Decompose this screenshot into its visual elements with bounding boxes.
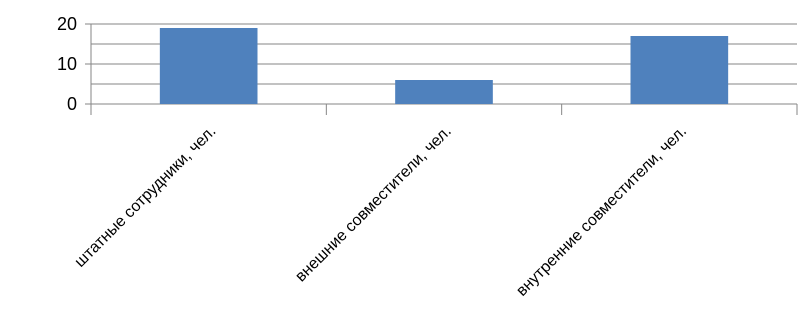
y-tick-label: 0 bbox=[67, 94, 77, 114]
x-tick-label: внутренние совместители, чел. bbox=[513, 123, 690, 300]
y-tick-label: 10 bbox=[57, 54, 77, 74]
bar bbox=[630, 36, 729, 104]
bar bbox=[159, 28, 258, 104]
y-tick-label: 20 bbox=[57, 14, 77, 34]
bar bbox=[395, 80, 493, 104]
x-tick-label: штатные сотрудники, чел. bbox=[72, 123, 220, 271]
x-tick-label: внешние совместители, чел. bbox=[292, 123, 455, 286]
